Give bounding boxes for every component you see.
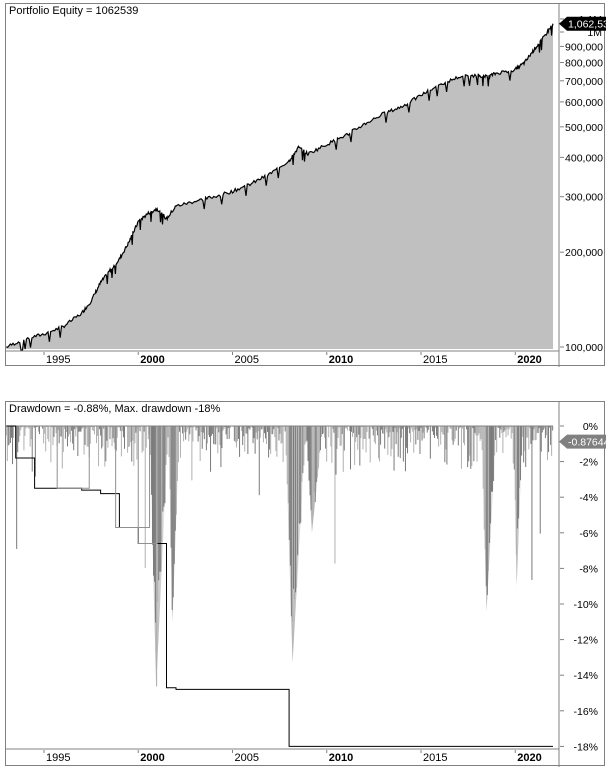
equity-y-tick-label: 400,000: [565, 152, 603, 164]
equity-x-tick-label: 2000: [140, 354, 164, 366]
drawdown-y-tick-label: -10%: [573, 599, 598, 611]
equity-area-fill: [6, 23, 554, 351]
equity-x-tick-label: 1995: [46, 354, 70, 366]
drawdown-x-tick-label: 1995: [46, 752, 70, 764]
drawdown-x-tick-label: 2010: [329, 752, 353, 764]
drawdown-x-tick-label: 2015: [423, 752, 447, 764]
equity-current-value-text: 1,062,539: [568, 19, 606, 31]
drawdown-current-value-text: -0.87644: [568, 437, 606, 449]
equity-y-tick-label: 100,000: [565, 342, 603, 354]
equity-y-tick-label: 600,000: [565, 97, 603, 109]
equity-y-tick-label: 900,000: [565, 41, 603, 53]
drawdown-y-tick-label: -6%: [579, 528, 598, 540]
equity-x-tick-label: 2010: [329, 354, 353, 366]
drawdown-y-tick-label: 0%: [583, 421, 598, 433]
drawdown-recovery-outline: [115, 426, 151, 528]
drawdown-chart-panel[interactable]: 1995 2000 2005 2010 2015 2020 0% -2% -4% -6% -8% -1…: [5, 401, 606, 767]
equity-chart-panel[interactable]: 1995200020052010201520201.1M1M900,000800…: [5, 3, 606, 367]
drawdown-chart-canvas[interactable]: 1995 2000 2005 2010 2015 2020 0% -2% -4% -6% -8% -1…: [6, 402, 606, 767]
equity-y-tick-label: 800,000: [565, 58, 603, 70]
drawdown-x-tick-label: 2020: [517, 752, 541, 764]
drawdown-current-value-tag: [559, 434, 606, 449]
equity-y-tick-label: 300,000: [565, 192, 603, 204]
equity-y-tick-label: 500,000: [565, 122, 603, 134]
drawdown-y-tick-label: -2%: [579, 457, 598, 469]
max-drawdown-line: [6, 425, 553, 747]
drawdown-recovery-outline: [137, 426, 158, 544]
drawdown-y-tick-label: -18%: [573, 741, 598, 753]
drawdown-y-tick-label: -4%: [579, 492, 598, 504]
equity-y-tick-label: 700,000: [565, 76, 603, 88]
equity-y-tick-label: 200,000: [565, 247, 603, 259]
equity-x-tick-label: 2005: [235, 354, 259, 366]
equity-chart-title: Portfolio Equity = 1062539: [9, 5, 139, 17]
drawdown-chart-title: Drawdown = -0.88%, Max. drawdown -18%: [9, 403, 221, 415]
drawdown-y-tick-label: -8%: [579, 563, 598, 575]
drawdown-recovery-outline: [56, 426, 90, 489]
equity-x-tick-label: 2020: [517, 354, 541, 366]
drawdown-x-tick-label: 2005: [235, 752, 259, 764]
drawdown-y-tick-label: -12%: [573, 635, 598, 647]
equity-chart-canvas[interactable]: 1995200020052010201520201.1M1M900,000800…: [6, 4, 606, 367]
equity-line: [6, 23, 554, 352]
drawdown-x-tick-label: 2000: [140, 752, 164, 764]
drawdown-y-tick-label: -16%: [573, 706, 598, 718]
equity-x-tick-label: 2015: [423, 354, 447, 366]
equity-current-value-tag: [559, 16, 606, 31]
drawdown-y-tick-label: -14%: [573, 670, 598, 682]
